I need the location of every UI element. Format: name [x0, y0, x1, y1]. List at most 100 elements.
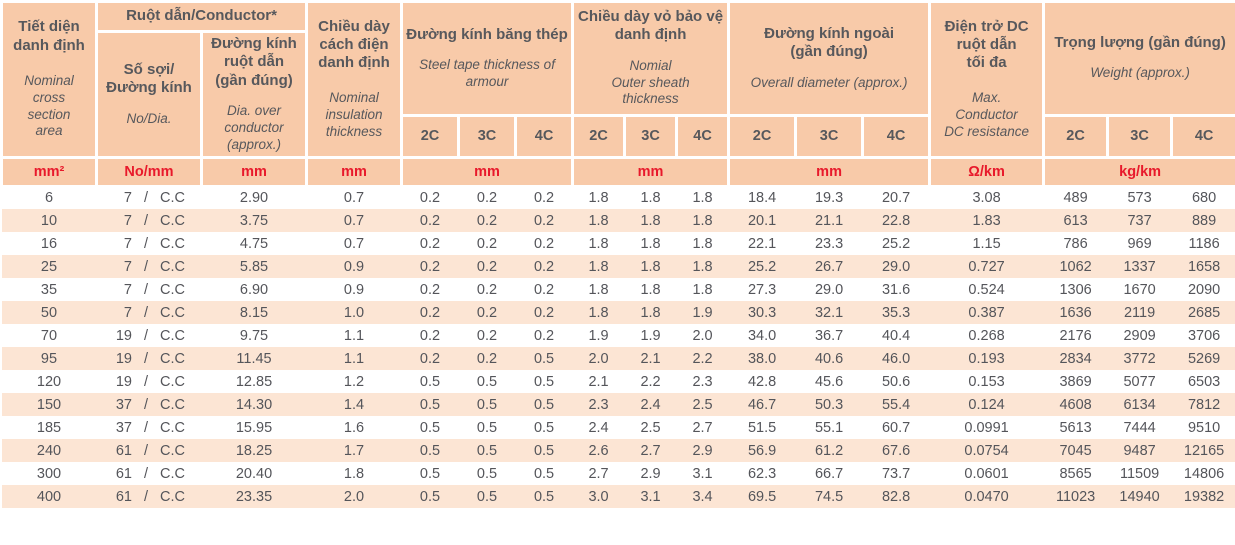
cell-sheath-2c: 1.8 [572, 301, 625, 325]
cell-weight-3c: 1337 [1107, 255, 1172, 279]
cell-weight-2c: 613 [1043, 209, 1108, 233]
table-body: 6 7/C.C 2.90 0.7 0.2 0.2 0.2 1.8 1.8 1.8 18.4 19.3 2… [1, 186, 1235, 509]
cell-steel-4c: 0.2 [515, 301, 573, 325]
header-conductor-group: Ruột dẫn/Conductor* [94, 0, 309, 33]
cell-weight-3c: 2119 [1107, 301, 1172, 325]
cell-sheath-4c: 2.7 [676, 416, 729, 440]
cell-overall-3c: 19.3 [795, 186, 863, 210]
table-row: 240 61/C.C 18.25 1.7 0.5 0.5 0.5 2.6 2.7 2.9 56.9 6… [1, 439, 1235, 463]
cell-weight-4c: 1658 [1171, 255, 1235, 279]
cell-insulation: 0.7 [306, 232, 402, 256]
no-dia-sl: / [143, 304, 149, 321]
cell-insulation: 1.1 [306, 347, 402, 371]
no-dia-cc: C.C [160, 258, 185, 275]
no-dia-cc: C.C [160, 235, 185, 252]
unit-steel-tape: mm [400, 155, 575, 188]
cell-sheath-2c: 1.8 [572, 232, 625, 256]
cell-sheath-4c: 3.1 [676, 462, 729, 486]
cell-sheath-3c: 1.8 [624, 255, 677, 279]
cell-overall-2c: 20.1 [728, 209, 796, 233]
cell-steel-2c: 0.2 [401, 278, 459, 302]
cell-sheath-2c: 2.4 [572, 416, 625, 440]
cell-dc-resistance: 0.727 [929, 255, 1044, 279]
cell-overall-4c: 67.6 [862, 439, 930, 463]
cell-sheath-4c: 2.5 [676, 393, 729, 417]
no-dia-sl: / [143, 235, 149, 252]
cell-dia-over-conductor: 5.85 [201, 255, 307, 279]
table-row: 95 19/C.C 11.45 1.1 0.2 0.2 0.5 2.0 2.1 2.2 38.0 40… [1, 347, 1235, 371]
table-row: 16 7/C.C 4.75 0.7 0.2 0.2 0.2 1.8 1.8 1.8 22.1 23.3… [1, 232, 1235, 256]
cell-steel-2c: 0.5 [401, 370, 459, 394]
header-steel-tape-en: Steel tape thickness of armour [419, 57, 555, 89]
no-dia-no: 61 [115, 442, 132, 459]
no-dia-no: 37 [115, 396, 132, 413]
cell-weight-2c: 7045 [1043, 439, 1108, 463]
cell-steel-3c: 0.5 [458, 370, 516, 394]
unit-area: mm² [0, 155, 98, 188]
cell-dia-over-conductor: 11.45 [201, 347, 307, 371]
header-steel-4c: 4C [514, 113, 575, 159]
header-sheath-4c: 4C [675, 113, 731, 159]
cell-conductor-no-dia: 19 / C.C [96, 347, 202, 371]
cell-conductor-no-dia: 7 / C.C [96, 186, 202, 210]
cell-weight-4c: 2090 [1171, 278, 1235, 302]
cell-conductor-no-dia: 37 / C.C [96, 393, 202, 417]
cell-conductor-no-dia: 7 / C.C [96, 301, 202, 325]
cell-weight-2c: 5613 [1043, 416, 1108, 440]
cell-sheath-3c: 1.8 [624, 232, 677, 256]
cell-steel-3c: 0.2 [458, 301, 516, 325]
header-overall-2c: 2C [727, 113, 798, 159]
no-dia-sl: / [143, 281, 149, 298]
cell-dc-resistance: 3.08 [929, 186, 1044, 210]
cell-weight-4c: 12165 [1171, 439, 1235, 463]
cell-dia-over-conductor: 20.40 [201, 462, 307, 486]
cell-overall-4c: 20.7 [862, 186, 930, 210]
cell-sheath-2c: 3.0 [572, 485, 625, 509]
cell-overall-3c: 21.1 [795, 209, 863, 233]
unit-dc-resistance: Ω/km [928, 155, 1046, 188]
cell-steel-2c: 0.2 [401, 301, 459, 325]
cell-weight-2c: 786 [1043, 232, 1108, 256]
cell-overall-3c: 45.6 [795, 370, 863, 394]
cell-overall-2c: 51.5 [728, 416, 796, 440]
cell-overall-3c: 32.1 [795, 301, 863, 325]
cell-sheath-4c: 1.8 [676, 186, 729, 210]
unit-insulation: mm [305, 155, 404, 188]
no-dia-sl: / [143, 327, 149, 344]
header-insulation-en: Nominal insulation thickness [325, 90, 383, 140]
cell-conductor-no-dia: 61 / C.C [96, 439, 202, 463]
header-no-dia-vi: Số sợi/ Đường kính [106, 61, 192, 97]
cell-sheath-3c: 2.5 [624, 416, 677, 440]
cell-dc-resistance: 0.524 [929, 278, 1044, 302]
cell-steel-3c: 0.5 [458, 393, 516, 417]
cell-overall-4c: 31.6 [862, 278, 930, 302]
cell-sheath-3c: 1.9 [624, 324, 677, 348]
cell-overall-4c: 50.6 [862, 370, 930, 394]
cell-area: 120 [1, 370, 97, 394]
cell-steel-3c: 0.2 [458, 209, 516, 233]
cell-insulation: 1.7 [306, 439, 402, 463]
cell-weight-3c: 1670 [1107, 278, 1172, 302]
header-row-conductor-sub: Số sợi/ Đường kính No/Dia. Đường kính ru… [2, 30, 1235, 159]
table-row: 25 7/C.C 5.85 0.9 0.2 0.2 0.2 1.8 1.8 1.8 25.2 26.7… [1, 255, 1235, 279]
cell-insulation: 1.1 [306, 324, 402, 348]
cell-dc-resistance: 0.387 [929, 301, 1044, 325]
cell-weight-2c: 489 [1043, 186, 1108, 210]
cell-dc-resistance: 0.268 [929, 324, 1044, 348]
cell-overall-3c: 23.3 [795, 232, 863, 256]
header-no-dia: Số sợi/ Đường kính No/Dia. [95, 30, 203, 159]
cell-overall-2c: 38.0 [728, 347, 796, 371]
cell-sheath-3c: 2.1 [624, 347, 677, 371]
no-dia-sl: / [143, 442, 149, 459]
header-sheath-2c: 2C [571, 113, 627, 159]
table-row: 35 7/C.C 6.90 0.9 0.2 0.2 0.2 1.8 1.8 1.8 27.3 29.0… [1, 278, 1235, 302]
cell-area: 35 [1, 278, 97, 302]
cell-steel-3c: 0.2 [458, 347, 516, 371]
header-overall-diameter-vi: Đường kính ngoài (gần đúng) [764, 25, 894, 61]
cell-sheath-4c: 1.8 [676, 278, 729, 302]
no-dia-sl: / [143, 190, 149, 207]
table-row: 185 37/C.C 15.95 1.6 0.5 0.5 0.5 2.4 2.5 2.7 51.5 5… [1, 416, 1235, 440]
cell-area: 185 [1, 416, 97, 440]
cell-weight-4c: 14806 [1171, 462, 1235, 486]
cell-overall-4c: 40.4 [862, 324, 930, 348]
